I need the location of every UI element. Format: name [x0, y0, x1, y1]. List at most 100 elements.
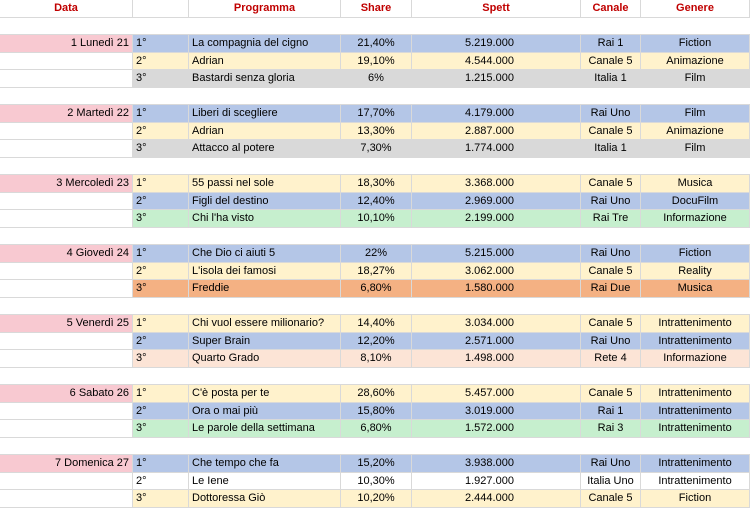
share-cell[interactable]: 12,40%	[341, 192, 412, 209]
genere-cell[interactable]: Informazione	[641, 210, 750, 227]
share-cell[interactable]: 12,20%	[341, 332, 412, 349]
header-genere[interactable]: Genere	[641, 0, 750, 17]
programma-cell[interactable]: Le parole della settimana	[189, 420, 341, 437]
spett-cell[interactable]: 1.774.000	[412, 140, 581, 157]
day-label[interactable]	[0, 350, 133, 367]
spett-cell[interactable]: 2.571.000	[412, 332, 581, 349]
spett-cell[interactable]: 1.498.000	[412, 350, 581, 367]
spett-cell[interactable]: 1.215.000	[412, 70, 581, 87]
canale-cell[interactable]: Rai Uno	[581, 245, 641, 262]
rank-cell[interactable]: 2°	[133, 262, 189, 279]
canale-cell[interactable]: Canale 5	[581, 262, 641, 279]
spett-cell[interactable]: 3.938.000	[412, 455, 581, 472]
share-cell[interactable]: 15,20%	[341, 455, 412, 472]
genere-cell[interactable]: Reality	[641, 262, 750, 279]
programma-cell[interactable]: Dottoressa Giò	[189, 490, 341, 507]
header-canale[interactable]: Canale	[581, 0, 641, 17]
share-cell[interactable]: 22%	[341, 245, 412, 262]
canale-cell[interactable]: Italia 1	[581, 70, 641, 87]
genere-cell[interactable]: Animazione	[641, 52, 750, 69]
genere-cell[interactable]: Fiction	[641, 245, 750, 262]
spett-cell[interactable]: 3.034.000	[412, 315, 581, 332]
canale-cell[interactable]: Canale 5	[581, 315, 641, 332]
genere-cell[interactable]: DocuFilm	[641, 192, 750, 209]
spett-cell[interactable]: 2.444.000	[412, 490, 581, 507]
genere-cell[interactable]: Intrattenimento	[641, 472, 750, 489]
genere-cell[interactable]: Intrattenimento	[641, 402, 750, 419]
spett-cell[interactable]: 2.199.000	[412, 210, 581, 227]
share-cell[interactable]: 10,10%	[341, 210, 412, 227]
spett-cell[interactable]: 5.457.000	[412, 385, 581, 402]
day-label[interactable]	[0, 140, 133, 157]
programma-cell[interactable]: La compagnia del cigno	[189, 35, 341, 52]
canale-cell[interactable]: Canale 5	[581, 122, 641, 139]
share-cell[interactable]: 6%	[341, 70, 412, 87]
header-rank[interactable]	[133, 0, 189, 17]
day-label[interactable]	[0, 262, 133, 279]
day-label[interactable]: 3 Mercoledì 23	[0, 175, 133, 192]
genere-cell[interactable]: Animazione	[641, 122, 750, 139]
day-label[interactable]: 4 Giovedì 24	[0, 245, 133, 262]
canale-cell[interactable]: Rai Uno	[581, 192, 641, 209]
spett-cell[interactable]: 2.969.000	[412, 192, 581, 209]
rank-cell[interactable]: 1°	[133, 35, 189, 52]
rank-cell[interactable]: 3°	[133, 350, 189, 367]
canale-cell[interactable]: Canale 5	[581, 52, 641, 69]
day-label[interactable]: 1 Lunedì 21	[0, 35, 133, 52]
genere-cell[interactable]: Intrattenimento	[641, 385, 750, 402]
header-programma[interactable]: Programma	[189, 0, 341, 17]
programma-cell[interactable]: Chi vuol essere milionario?	[189, 315, 341, 332]
rank-cell[interactable]: 2°	[133, 192, 189, 209]
canale-cell[interactable]: Rete 4	[581, 350, 641, 367]
rank-cell[interactable]: 3°	[133, 210, 189, 227]
rank-cell[interactable]: 2°	[133, 122, 189, 139]
spett-cell[interactable]: 4.544.000	[412, 52, 581, 69]
genere-cell[interactable]: Musica	[641, 280, 750, 297]
canale-cell[interactable]: Rai 3	[581, 420, 641, 437]
share-cell[interactable]: 10,30%	[341, 472, 412, 489]
programma-cell[interactable]: Bastardi senza gloria	[189, 70, 341, 87]
spett-cell[interactable]: 3.062.000	[412, 262, 581, 279]
programma-cell[interactable]: Attacco al potere	[189, 140, 341, 157]
programma-cell[interactable]: Chi l'ha visto	[189, 210, 341, 227]
spett-cell[interactable]: 3.368.000	[412, 175, 581, 192]
share-cell[interactable]: 17,70%	[341, 105, 412, 122]
canale-cell[interactable]: Rai 1	[581, 402, 641, 419]
share-cell[interactable]: 6,80%	[341, 280, 412, 297]
rank-cell[interactable]: 1°	[133, 315, 189, 332]
rank-cell[interactable]: 2°	[133, 472, 189, 489]
programma-cell[interactable]: 55 passi nel sole	[189, 175, 341, 192]
header-spett[interactable]: Spett	[412, 0, 581, 17]
spett-cell[interactable]: 1.572.000	[412, 420, 581, 437]
genere-cell[interactable]: Intrattenimento	[641, 332, 750, 349]
spett-cell[interactable]: 1.580.000	[412, 280, 581, 297]
genere-cell[interactable]: Film	[641, 140, 750, 157]
spett-cell[interactable]: 4.179.000	[412, 105, 581, 122]
canale-cell[interactable]: Rai Uno	[581, 105, 641, 122]
genere-cell[interactable]: Intrattenimento	[641, 420, 750, 437]
programma-cell[interactable]: Ora o mai più	[189, 402, 341, 419]
share-cell[interactable]: 18,30%	[341, 175, 412, 192]
share-cell[interactable]: 21,40%	[341, 35, 412, 52]
canale-cell[interactable]: Italia 1	[581, 140, 641, 157]
programma-cell[interactable]: Figli del destino	[189, 192, 341, 209]
canale-cell[interactable]: Italia Uno	[581, 472, 641, 489]
genere-cell[interactable]: Intrattenimento	[641, 455, 750, 472]
programma-cell[interactable]: Liberi di scegliere	[189, 105, 341, 122]
spett-cell[interactable]: 2.887.000	[412, 122, 581, 139]
rank-cell[interactable]: 1°	[133, 455, 189, 472]
genere-cell[interactable]: Fiction	[641, 35, 750, 52]
canale-cell[interactable]: Canale 5	[581, 175, 641, 192]
canale-cell[interactable]: Rai Due	[581, 280, 641, 297]
rank-cell[interactable]: 1°	[133, 175, 189, 192]
day-label[interactable]	[0, 402, 133, 419]
genere-cell[interactable]: Fiction	[641, 490, 750, 507]
share-cell[interactable]: 14,40%	[341, 315, 412, 332]
rank-cell[interactable]: 1°	[133, 245, 189, 262]
spett-cell[interactable]: 3.019.000	[412, 402, 581, 419]
canale-cell[interactable]: Canale 5	[581, 385, 641, 402]
share-cell[interactable]: 28,60%	[341, 385, 412, 402]
share-cell[interactable]: 6,80%	[341, 420, 412, 437]
programma-cell[interactable]: Che tempo che fa	[189, 455, 341, 472]
programma-cell[interactable]: L'isola dei famosi	[189, 262, 341, 279]
